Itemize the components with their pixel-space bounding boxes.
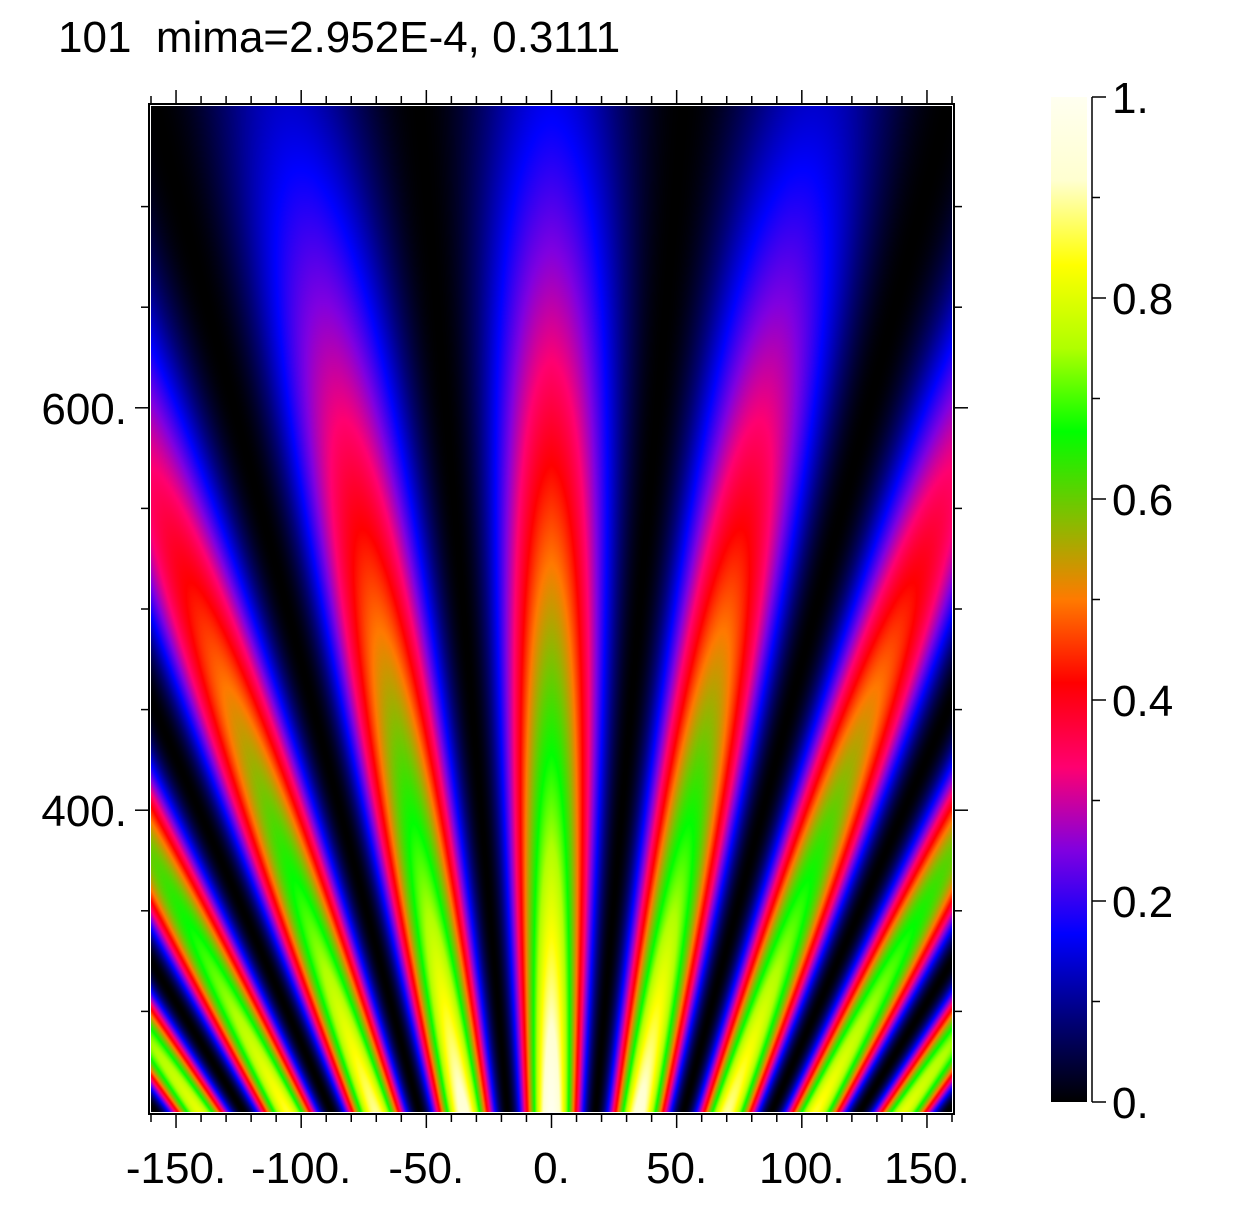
y-tick-label: 400. xyxy=(41,787,127,836)
x-tick-label: -100. xyxy=(251,1144,351,1193)
heatmap-image xyxy=(151,106,952,1112)
colorbar-tick-label: 0.6 xyxy=(1112,476,1173,525)
colorbar-tick-label: 0.4 xyxy=(1112,677,1173,726)
chart-title: 101 mima=2.952E-4, 0.3111 xyxy=(58,13,621,62)
colorbar-tick-label: 0. xyxy=(1112,1079,1149,1128)
x-tick-label: -50. xyxy=(388,1144,464,1193)
colorbar-scale xyxy=(1051,97,1087,1102)
x-tick-label: 0. xyxy=(533,1144,570,1193)
y-tick-label: 600. xyxy=(41,385,127,434)
colorbar-tick-label: 0.8 xyxy=(1112,275,1173,324)
x-tick-label: 50. xyxy=(646,1144,707,1193)
axes: -150. -100. -50. 0. 50. 100. 150. 400. 600. xyxy=(41,90,970,1193)
heatmap xyxy=(151,106,952,1112)
colorbar: 0. 0.2 0.4 0.6 0.8 1. xyxy=(1051,74,1173,1128)
x-tick-label: 100. xyxy=(759,1144,845,1193)
x-tick-label: -150. xyxy=(126,1144,226,1193)
colorbar-tick-label: 1. xyxy=(1112,74,1149,123)
x-tick-label: 150. xyxy=(884,1144,970,1193)
colorbar-tick-label: 0.2 xyxy=(1112,878,1173,927)
